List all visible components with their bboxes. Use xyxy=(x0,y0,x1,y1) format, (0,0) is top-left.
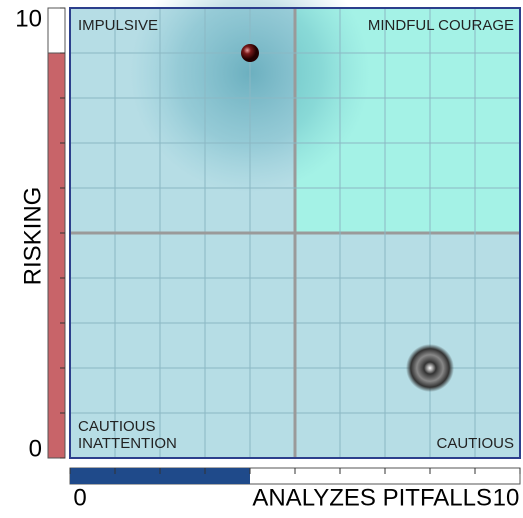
point xyxy=(406,344,454,392)
y-axis-label: RISKING xyxy=(19,187,46,286)
x-tick-label: 10 xyxy=(493,484,520,511)
x-axis-label: ANALYZES PITFALLS xyxy=(252,484,492,511)
x-tick-label: 0 xyxy=(73,484,86,511)
quadrant-label: CAUTIOUS xyxy=(78,418,156,435)
quadrant-label: MINDFUL COURAGE xyxy=(368,17,514,34)
y-tick-label: 0 xyxy=(29,435,42,462)
y-tick-label: 10 xyxy=(15,5,42,32)
page: {"chart_data": {"type": "scatter", "xlab… xyxy=(0,0,523,518)
quadrant-label: INATTENTION xyxy=(78,435,177,452)
quadrant-label: CAUTIOUS xyxy=(436,435,514,452)
chart: ANALYZES PITFALLS RISKING IMPULSIVE MINDF… xyxy=(0,0,523,518)
quadrant-label: IMPULSIVE xyxy=(78,17,158,34)
point xyxy=(241,44,259,62)
risking-meter xyxy=(48,53,65,458)
